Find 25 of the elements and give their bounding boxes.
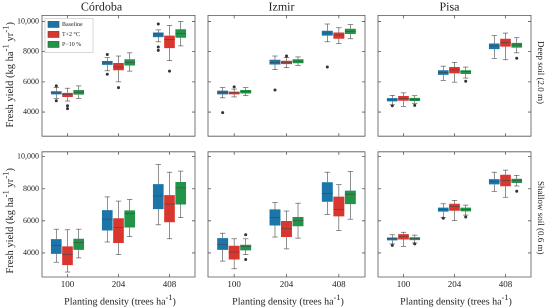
y-tick-label: 8000 xyxy=(23,46,39,56)
y-tick-label: 8000 xyxy=(23,184,39,193)
x-tick-label: 100 xyxy=(396,278,411,289)
x-tick-label: 204 xyxy=(112,278,126,289)
y-tick-label: 6000 xyxy=(23,76,39,86)
x-tick-label: 100 xyxy=(60,278,75,289)
x-axis-title: Planting density (trees ha$^{-1}$) xyxy=(63,292,177,307)
x-tick-label: 408 xyxy=(332,278,346,289)
chart-title: Pisa xyxy=(439,0,460,14)
y-tick-label: 4000 xyxy=(23,107,39,116)
x-tick-label: 100 xyxy=(227,278,242,289)
y-tick-label: 10,000 xyxy=(17,16,39,26)
x-axis-title: Planting density (trees ha$^{-1}$) xyxy=(231,292,345,307)
y-tick-label: 4000 xyxy=(23,248,39,258)
chart-title: Izmir xyxy=(268,0,294,14)
y-tick-label: 10,000 xyxy=(17,152,39,161)
x-tick-label: 204 xyxy=(280,278,294,289)
x-axis-title: Planting density (trees ha$^{-1}$) xyxy=(399,292,513,307)
y2-axis-title: Deep soil (2.0 m) xyxy=(536,40,546,106)
x-tick-label: 408 xyxy=(498,278,513,289)
x-tick-label: 408 xyxy=(162,278,177,289)
x-tick-label: 204 xyxy=(448,278,462,289)
y-tick-label: 6000 xyxy=(23,216,39,225)
y2-axis-title: Shallow soil (0.6 m) xyxy=(536,180,546,257)
chart-title: Córdoba xyxy=(80,0,123,14)
